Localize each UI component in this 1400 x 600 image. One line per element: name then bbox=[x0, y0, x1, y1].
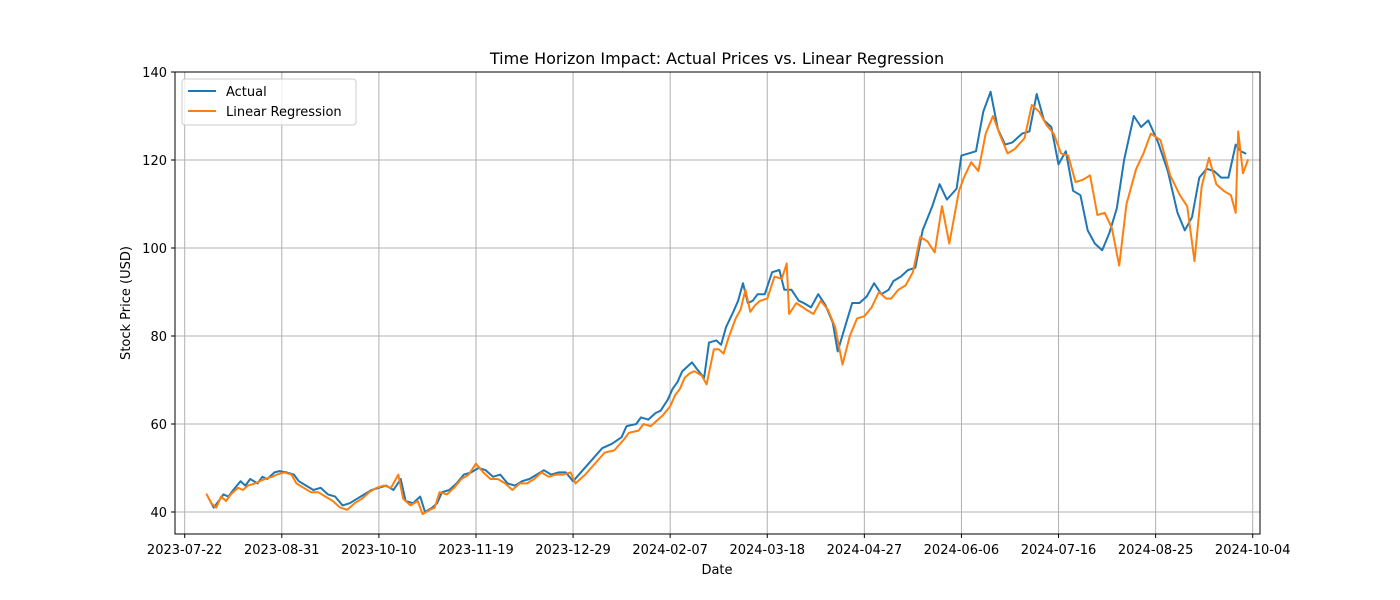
x-tick-label: 2024-08-25 bbox=[1118, 543, 1194, 558]
x-tick-label: 2024-04-27 bbox=[827, 543, 903, 558]
legend-actual-label: Actual bbox=[226, 85, 267, 100]
x-tick-label: 2024-03-18 bbox=[729, 543, 805, 558]
x-tick-label: 2024-10-04 bbox=[1215, 543, 1291, 558]
y-tick-label: 40 bbox=[150, 506, 167, 521]
gridlines bbox=[175, 71, 1260, 534]
x-tick-label: 2023-11-19 bbox=[438, 543, 514, 558]
series-layer bbox=[205, 90, 1249, 516]
y-tick-label: 100 bbox=[142, 242, 167, 257]
y-tick-label: 80 bbox=[150, 330, 167, 345]
series-line-actual bbox=[208, 90, 1247, 513]
plot-frame bbox=[174, 71, 1261, 535]
legend-box bbox=[181, 78, 357, 126]
x-tick-label: 2023-12-29 bbox=[535, 543, 611, 558]
y-tick-label: 140 bbox=[142, 66, 167, 81]
x-tick-label: 2023-07-22 bbox=[147, 543, 223, 558]
y-axis: 40 60 80 100 120 140 bbox=[142, 66, 175, 521]
y-axis-label: Stock Price (USD) bbox=[119, 246, 134, 360]
x-axis: 2023-07-22 2023-08-31 2023-10-10 2023-11-19… bbox=[147, 534, 1291, 558]
y-tick-label: 60 bbox=[150, 418, 167, 433]
x-tick-label: 2023-10-10 bbox=[341, 543, 417, 558]
x-tick-label: 2024-07-16 bbox=[1021, 543, 1097, 558]
series-line-linear-regression bbox=[205, 104, 1249, 516]
x-tick-label: 2024-06-06 bbox=[924, 543, 1000, 558]
legend: Actual Linear Regression bbox=[181, 78, 357, 126]
chart-title: Time Horizon Impact: Actual Prices vs. L… bbox=[489, 49, 944, 68]
legend-linear-regression-label: Linear Regression bbox=[226, 105, 342, 120]
plot-area bbox=[175, 72, 1260, 534]
y-tick-label: 120 bbox=[142, 154, 167, 169]
x-axis-label: Date bbox=[701, 563, 732, 578]
x-tick-label: 2023-08-31 bbox=[244, 543, 320, 558]
x-tick-label: 2024-02-07 bbox=[632, 543, 708, 558]
